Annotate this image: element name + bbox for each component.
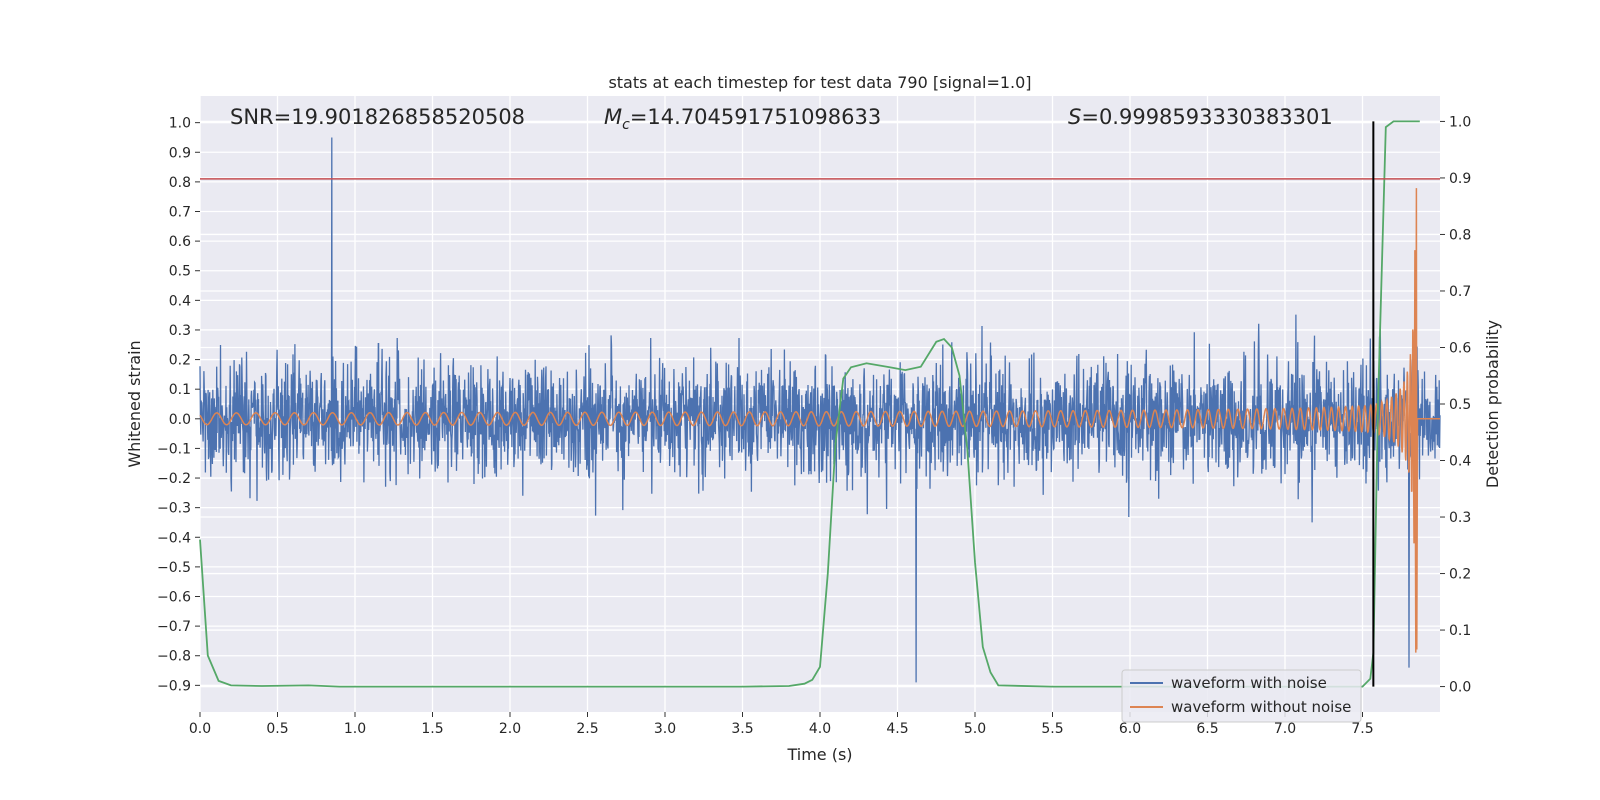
y2-tick-label: 0.6 [1449,340,1471,356]
y-tick-label: −0.1 [157,441,191,457]
waveform-with-noise-line [199,137,1441,683]
x-axis-label: Time (s) [786,745,852,764]
mc-annotation: Mc=14.704591751098633 [604,105,881,133]
y2-tick-label: 0.1 [1449,623,1471,639]
s-annotation: S=0.9998593330383301 [1068,105,1333,129]
axes: 0.0 0.5 1.0 1.5 2.0 2.5 3.0 3.5 4.0 4.5 5.0 5.5 6.0 6… [157,114,1471,737]
x-tick-label: 2.0 [499,721,521,737]
y-tick-label: −0.7 [157,619,191,635]
x-tick-label: 4.5 [886,721,908,737]
y-tick-label: −0.3 [157,501,191,517]
x-tick-label: 6.5 [1196,721,1218,737]
y2-tick-label: 0.0 [1449,680,1471,696]
mc-subscript: c [622,117,630,133]
y-tick-label: −0.4 [157,530,191,546]
chart-title: stats at each timestep for test data 790… [608,73,1031,92]
x-tick-label: 1.0 [344,721,366,737]
mc-symbol: M [604,105,622,129]
y-tick-label: 0.6 [169,234,191,250]
y-tick-label: 0.2 [169,353,191,369]
y2-tick-label: 0.2 [1449,567,1471,583]
x-tick-label: 3.5 [731,721,753,737]
legend-label-noise: waveform with noise [1171,674,1327,692]
y-tick-label: 0.1 [169,382,191,398]
snr-annotation: SNR=19.901826858520508 [230,105,525,129]
x-tick-label: 0.5 [266,721,288,737]
x-tick-label: 5.5 [1041,721,1063,737]
detection-probability-line [199,120,1420,688]
x-tick-label: 0.0 [189,721,211,737]
waveform-without-noise-line [199,188,1440,653]
s-symbol: S [1068,105,1081,129]
s-value: =0.9998593330383301 [1081,105,1332,129]
y2-tick-label: 1.0 [1449,114,1471,130]
y-tick-label: 0.0 [169,412,191,428]
y-tick-label: 0.8 [169,175,191,191]
y-tick-label: −0.5 [157,560,191,576]
x-tick-label: 7.0 [1274,721,1296,737]
x-tick-label: 1.5 [421,721,443,737]
y-tick-label: −0.2 [157,471,191,487]
y2-tick-label: 0.9 [1449,171,1471,187]
x-tick-label: 5.0 [964,721,986,737]
legend-box [1121,669,1362,723]
y-tick-label: −0.8 [157,649,191,665]
y2-tick-label: 0.3 [1449,510,1471,526]
x-tick-label: 3.0 [654,721,676,737]
y-tick-label: −0.6 [157,590,191,606]
y-axis-label: Whitened strain [125,340,144,467]
x-tick-label: 4.0 [809,721,831,737]
plot-area [199,120,1441,688]
y2-tick-label: 0.7 [1449,284,1471,300]
y-tick-label: 0.5 [169,264,191,280]
y-tick-label: 0.4 [169,293,191,309]
y-tick-label: −0.9 [157,678,191,694]
mc-value: =14.704591751098633 [630,105,881,129]
x-tick-label: 7.5 [1351,721,1373,737]
y2-tick-label: 0.4 [1449,454,1471,470]
legend-label-clean: waveform without noise [1171,698,1351,716]
x-tick-label: 6.0 [1119,721,1141,737]
legend: waveform with noise waveform without noi… [1121,669,1362,723]
y2-axis-label: Detection probability [1483,320,1502,488]
y2-tick-label: 0.5 [1449,397,1471,413]
y-tick-label: 1.0 [169,116,191,132]
y2-tick-label: 0.8 [1449,227,1471,243]
y-tick-label: 0.3 [169,323,191,339]
x-tick-label: 2.5 [576,721,598,737]
y-tick-label: 0.9 [169,145,191,161]
y-tick-label: 0.7 [169,205,191,221]
